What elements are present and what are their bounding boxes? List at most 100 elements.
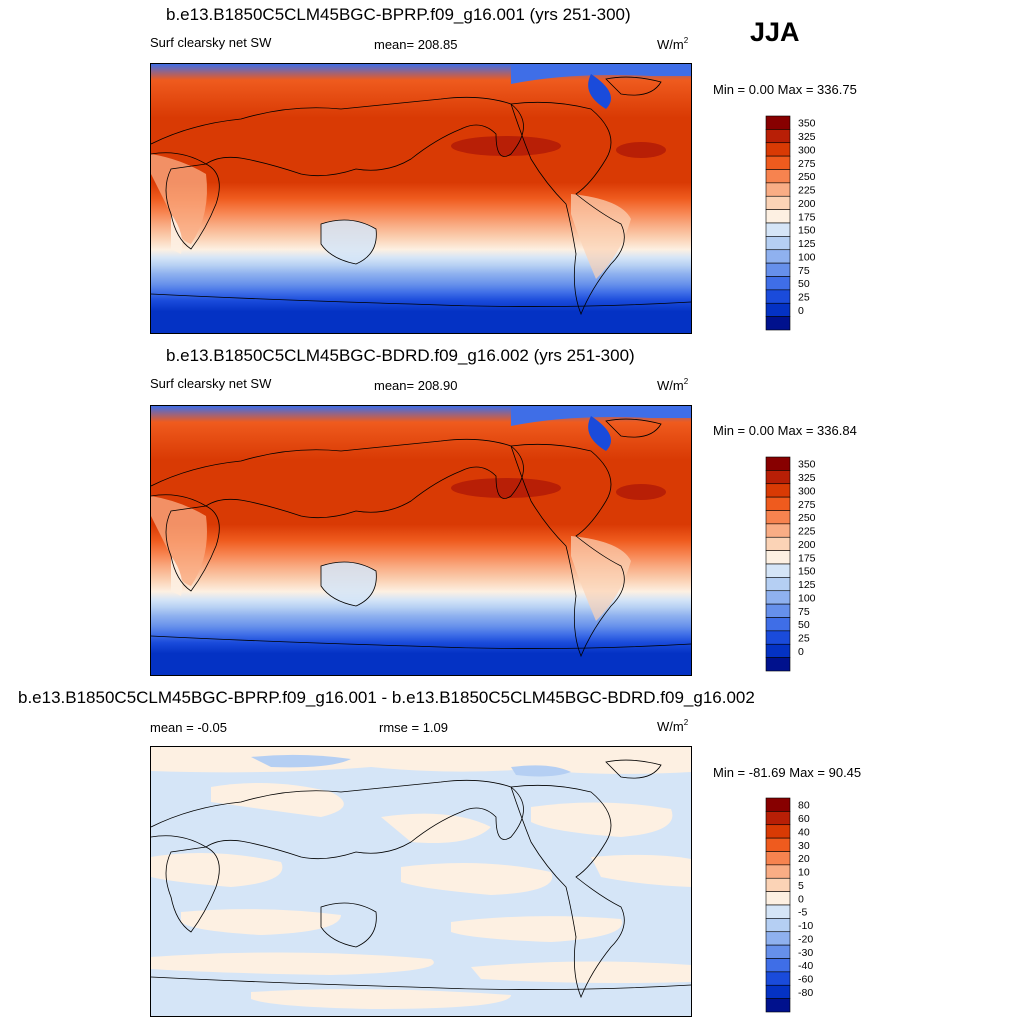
panel2-variable: Surf clearsky net SW [150, 376, 272, 391]
arctic-low-1 [511, 64, 691, 84]
panel3-rmse: rmse = 1.09 [379, 720, 449, 735]
colorbar-tick-label: 200 [798, 539, 816, 551]
colorbar-box [765, 182, 791, 197]
colorbar-tick-label: 0 [798, 305, 804, 317]
colorbar-box [765, 998, 791, 1013]
colorbar-tick-label: 30 [798, 840, 810, 852]
panel3-colorbar: 80 60 40 30 20 10 5 0 -5 -10 -20 -30 -40 -60 -80 [765, 797, 826, 1013]
colorbar-tick-label: 250 [798, 171, 816, 183]
colorbar-box [765, 142, 791, 157]
colorbar-box [765, 195, 791, 210]
colorbar-box [765, 536, 791, 551]
colorbar-tick-label: 0 [798, 893, 804, 905]
colorbar-box [765, 918, 791, 933]
colorbar-tick-label: -40 [798, 960, 813, 972]
colorbar-box [765, 523, 791, 538]
colorbar-tick-label: -30 [798, 947, 813, 959]
coastlines-2 [151, 418, 691, 658]
colorbar-box [765, 837, 791, 852]
panel2-map-svg [151, 406, 691, 675]
panel3-minmax: Min = -81.69 Max = 90.45 [713, 765, 862, 780]
colorbar-box [765, 563, 791, 578]
colorbar-box [765, 209, 791, 224]
colorbar-box [765, 603, 791, 618]
colorbar-box [765, 657, 791, 672]
colorbar-box [765, 851, 791, 866]
colorbar-tick-label: 60 [798, 813, 810, 825]
panel1-map-svg [151, 64, 691, 333]
colorbar-box [765, 115, 791, 130]
colorbar-tick-label: 325 [798, 131, 816, 143]
pacific-high-1 [451, 136, 561, 156]
colorbar-box [765, 483, 791, 498]
coastlines-1 [151, 76, 691, 316]
colorbar-tick-label: -60 [798, 974, 813, 986]
panel2-units: W/m2 [657, 377, 689, 393]
colorbar-box [765, 155, 791, 170]
colorbar-tick-label: -80 [798, 987, 813, 999]
colorbar-box [765, 316, 791, 331]
colorbar-box [765, 289, 791, 304]
panel3-title: b.e13.B1850C5CLM45BGC-BPRP.f09_g16.001 -… [18, 688, 755, 707]
colorbar-box [765, 262, 791, 277]
colorbar-tick-label: 225 [798, 526, 816, 538]
colorbar-box [765, 891, 791, 906]
colorbar-box [765, 169, 791, 184]
panel3-units: W/m2 [657, 718, 689, 734]
panel1-map [150, 63, 692, 334]
colorbar-tick-label: 80 [798, 800, 810, 812]
panel2-mean: mean= 208.90 [374, 378, 458, 393]
colorbar-box [765, 276, 791, 291]
colorbar-box [765, 496, 791, 511]
panel3-map-svg [151, 747, 691, 1016]
colorbar-tick-label: 275 [798, 158, 816, 170]
arctic-low-2 [511, 406, 691, 426]
colorbar-box [765, 630, 791, 645]
colorbar-box [765, 249, 791, 264]
panel1-minmax: Min = 0.00 Max = 336.75 [713, 82, 857, 97]
colorbar-tick-label: -10 [798, 920, 813, 932]
colorbar-tick-label: 25 [798, 633, 810, 645]
colorbar-tick-label: 100 [798, 251, 816, 263]
colorbar-box [765, 236, 791, 251]
colorbar-box [765, 577, 791, 592]
colorbar-tick-label: 75 [798, 606, 810, 618]
colorbar-box [765, 590, 791, 605]
panel2-minmax: Min = 0.00 Max = 336.84 [713, 423, 857, 438]
colorbar-box [765, 456, 791, 471]
colorbar-tick-label: 25 [798, 292, 810, 304]
colorbar-box [765, 470, 791, 485]
panel3-mean: mean = -0.05 [150, 720, 227, 735]
colorbar-tick-label: 350 [798, 459, 816, 471]
pacific-high-2 [451, 478, 561, 498]
colorbar-tick-label: 325 [798, 472, 816, 484]
panel1-units: W/m2 [657, 36, 689, 52]
colorbar-tick-label: 125 [798, 238, 816, 250]
panel3-map [150, 746, 692, 1017]
colorbar-box [765, 643, 791, 658]
colorbar-tick-label: 5 [798, 880, 804, 892]
colorbar-tick-label: 225 [798, 185, 816, 197]
colorbar-tick-label: 200 [798, 198, 816, 210]
colorbar-tick-label: -20 [798, 933, 813, 945]
negative-diff-patches [251, 754, 571, 777]
panel1-mean: mean= 208.85 [374, 37, 458, 52]
colorbar-box [765, 984, 791, 999]
colorbar-tick-label: 275 [798, 499, 816, 511]
colorbar-box [765, 824, 791, 839]
colorbar-box [765, 510, 791, 525]
colorbar-box [765, 811, 791, 826]
colorbar-tick-label: 0 [798, 646, 804, 658]
panel2-colorbar: 350 325 300 275 250 225 200 175 150 125 100 75 50 25 0 [765, 456, 826, 672]
colorbar-tick-label: 150 [798, 225, 816, 237]
colorbar-tick-label: 50 [798, 278, 810, 290]
colorbar-box [765, 129, 791, 144]
colorbar-tick-label: 20 [798, 853, 810, 865]
panel2-title: b.e13.B1850C5CLM45BGC-BDRD.f09_g16.002 (… [166, 346, 635, 365]
colorbar-box [765, 971, 791, 986]
colorbar-tick-label: 150 [798, 566, 816, 578]
colorbar-tick-label: 50 [798, 619, 810, 631]
